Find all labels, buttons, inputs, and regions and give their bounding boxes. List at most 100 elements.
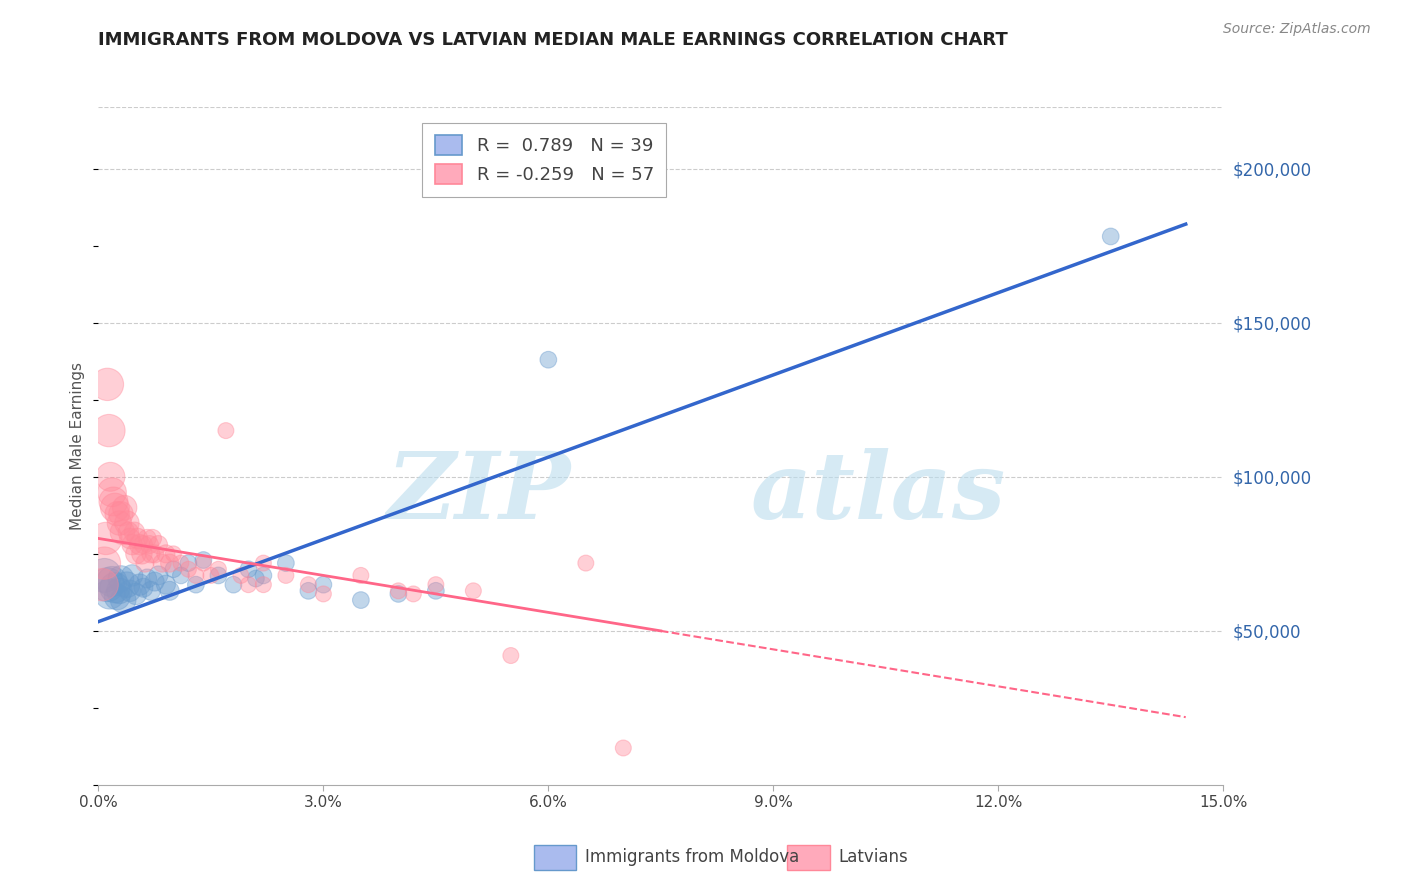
Point	[118, 583, 141, 598]
Point	[121, 538, 143, 552]
Point	[148, 538, 170, 552]
Point	[425, 577, 447, 591]
Point	[274, 556, 297, 570]
Point	[101, 485, 124, 500]
Point	[159, 556, 181, 570]
Point	[245, 572, 267, 586]
Point	[98, 587, 121, 601]
Point	[193, 553, 215, 567]
Point	[238, 577, 260, 591]
Point	[425, 583, 447, 598]
Point	[141, 532, 163, 546]
Point	[117, 525, 139, 540]
Point	[100, 470, 122, 484]
Point	[222, 577, 245, 591]
Point	[184, 568, 207, 582]
Text: IMMIGRANTS FROM MOLDOVA VS LATVIAN MEDIAN MALE EARNINGS CORRELATION CHART: IMMIGRANTS FROM MOLDOVA VS LATVIAN MEDIA…	[98, 31, 1008, 49]
Text: Immigrants from Moldova: Immigrants from Moldova	[585, 848, 799, 866]
Point	[136, 572, 159, 586]
Point	[143, 547, 166, 561]
Point	[155, 577, 177, 591]
Point	[139, 547, 162, 561]
Legend: R =  0.789   N = 39, R = -0.259   N = 57: R = 0.789 N = 39, R = -0.259 N = 57	[422, 123, 666, 197]
Point	[162, 547, 184, 561]
Point	[200, 568, 222, 582]
Point	[96, 377, 118, 392]
Point	[177, 556, 200, 570]
Point	[297, 577, 319, 591]
Point	[207, 568, 229, 582]
Point	[162, 562, 184, 576]
Point	[139, 583, 162, 598]
Point	[136, 532, 159, 546]
Point	[125, 587, 148, 601]
Text: Latvians: Latvians	[838, 848, 908, 866]
Point	[108, 583, 131, 598]
Point	[132, 538, 155, 552]
Point	[105, 590, 128, 604]
Point	[170, 556, 193, 570]
Point	[91, 577, 114, 591]
Point	[127, 532, 149, 546]
Point	[238, 562, 260, 576]
Point	[110, 507, 132, 521]
Point	[252, 568, 274, 582]
Point	[463, 583, 485, 598]
Point	[387, 583, 409, 598]
Point	[111, 525, 134, 540]
Point	[143, 574, 166, 589]
Point	[537, 352, 560, 367]
Point	[96, 577, 118, 591]
Point	[402, 587, 425, 601]
Point	[94, 532, 117, 546]
Point	[499, 648, 522, 663]
Text: Source: ZipAtlas.com: Source: ZipAtlas.com	[1223, 22, 1371, 37]
Point	[105, 507, 128, 521]
Point	[575, 556, 598, 570]
Point	[207, 562, 229, 576]
Point	[132, 581, 155, 595]
Point	[252, 556, 274, 570]
Point	[387, 587, 409, 601]
Point	[155, 547, 177, 561]
Point	[110, 572, 132, 586]
Point	[112, 593, 135, 607]
Point	[612, 741, 634, 756]
Point	[350, 568, 373, 582]
Point	[104, 500, 127, 515]
Point	[93, 556, 115, 570]
Y-axis label: Median Male Earnings: Median Male Earnings	[70, 362, 86, 530]
Point	[215, 424, 238, 438]
Point	[125, 547, 148, 561]
Point	[104, 581, 127, 595]
Point	[128, 538, 150, 552]
Text: atlas: atlas	[751, 449, 1007, 539]
Point	[252, 577, 274, 591]
Point	[108, 516, 131, 530]
Point	[177, 562, 200, 576]
Point	[118, 532, 141, 546]
Point	[115, 516, 138, 530]
Point	[121, 568, 143, 582]
Point	[184, 577, 207, 591]
Point	[229, 568, 252, 582]
Point	[115, 577, 138, 591]
Point	[150, 556, 173, 570]
Point	[134, 556, 156, 570]
Point	[97, 424, 120, 438]
Point	[138, 538, 160, 552]
Point	[1099, 229, 1122, 244]
Text: ZIP: ZIP	[387, 449, 571, 539]
Point	[103, 494, 125, 508]
Point	[101, 574, 124, 589]
Point	[350, 593, 373, 607]
Point	[274, 568, 297, 582]
Point	[297, 583, 319, 598]
Point	[170, 568, 193, 582]
Point	[148, 568, 170, 582]
Point	[114, 500, 136, 515]
Point	[159, 583, 181, 598]
Point	[124, 525, 146, 540]
Point	[312, 587, 335, 601]
Point	[93, 568, 115, 582]
